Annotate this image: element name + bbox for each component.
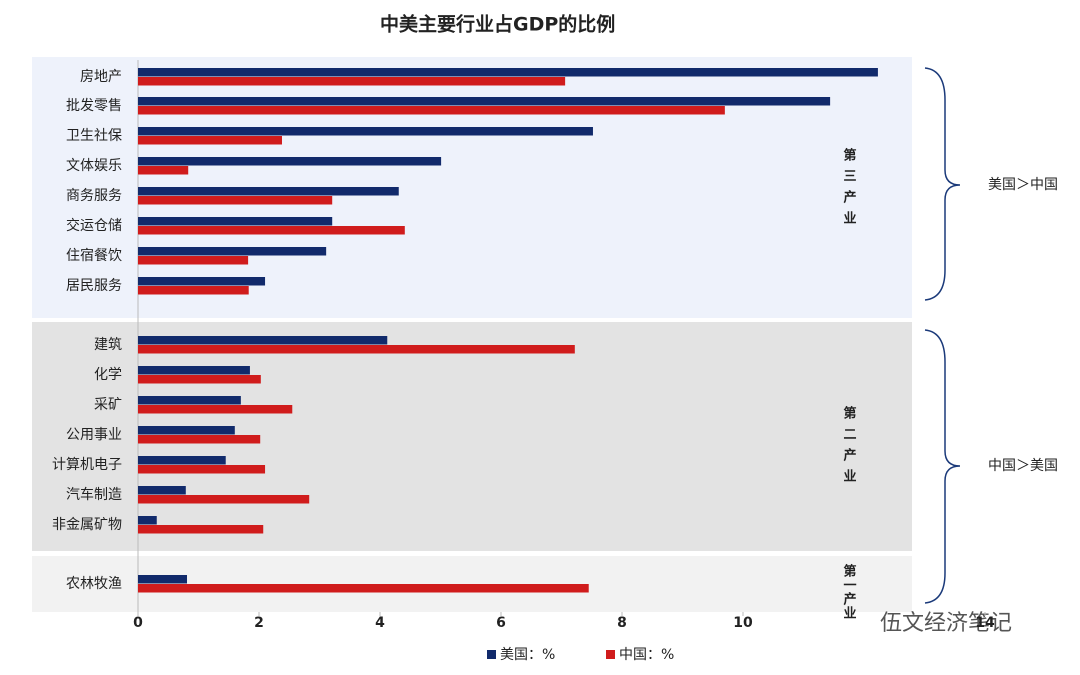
x-tick-label: 14 bbox=[975, 615, 995, 631]
section-label: 第一产业 bbox=[841, 563, 857, 620]
y-tick-label: 建筑 bbox=[94, 337, 122, 353]
x-tick-label: 10 bbox=[733, 615, 753, 631]
bar bbox=[138, 196, 333, 205]
brace bbox=[924, 329, 961, 604]
bar bbox=[138, 405, 293, 414]
bar bbox=[138, 136, 282, 145]
bar bbox=[138, 396, 241, 405]
bar bbox=[138, 495, 310, 504]
bar bbox=[138, 247, 327, 256]
bar bbox=[138, 68, 878, 77]
bar bbox=[138, 157, 442, 166]
legend-swatch bbox=[606, 650, 615, 659]
bracket-label: 中国＞美国 bbox=[988, 458, 1058, 474]
legend-label: 中国：% bbox=[619, 647, 674, 663]
bar bbox=[138, 375, 261, 384]
y-tick-label: 批发零售 bbox=[66, 98, 122, 114]
y-tick-label: 卫生社保 bbox=[66, 128, 122, 144]
bar bbox=[138, 516, 157, 525]
y-tick-label: 非金属矿物 bbox=[52, 517, 122, 533]
watermark: 伍文经济笔记 bbox=[880, 611, 1012, 636]
bar bbox=[138, 465, 266, 474]
y-tick-label: 计算机电子 bbox=[52, 457, 122, 473]
y-tick-label: 房地产 bbox=[80, 69, 122, 85]
legend-swatch bbox=[487, 650, 496, 659]
x-tick-label: 0 bbox=[133, 615, 143, 631]
bracket-label: 美国＞中国 bbox=[988, 177, 1058, 193]
bar bbox=[138, 286, 249, 295]
bar bbox=[138, 187, 399, 196]
bar bbox=[138, 366, 250, 375]
y-tick-label: 农林牧渔 bbox=[66, 576, 122, 592]
section-label: 第二产业 bbox=[841, 405, 857, 490]
bar bbox=[138, 575, 188, 584]
brace bbox=[924, 67, 961, 301]
bar bbox=[138, 277, 266, 286]
bar bbox=[138, 97, 831, 106]
legend-label: 美国：% bbox=[500, 647, 555, 663]
x-tick-label: 6 bbox=[496, 615, 506, 631]
chart-title: 中美主要行业占GDP的比例 bbox=[380, 13, 615, 36]
section-label: 第三产业 bbox=[841, 147, 857, 232]
bar bbox=[138, 256, 249, 265]
y-tick-label: 住宿餐饮 bbox=[66, 247, 122, 264]
bar bbox=[138, 486, 186, 495]
y-tick-label: 文体娱乐 bbox=[66, 158, 122, 174]
x-tick-label: 4 bbox=[375, 615, 385, 631]
y-tick-label: 采矿 bbox=[94, 397, 122, 413]
bar bbox=[138, 584, 589, 593]
bar bbox=[138, 456, 226, 465]
x-tick-label: 2 bbox=[254, 615, 264, 631]
bar bbox=[138, 166, 189, 175]
bar bbox=[138, 77, 566, 86]
y-tick-label: 公用事业 bbox=[66, 427, 122, 443]
bar bbox=[138, 426, 235, 435]
bar bbox=[138, 336, 388, 345]
y-tick-label: 商务服务 bbox=[66, 188, 122, 204]
bar bbox=[138, 525, 264, 534]
y-tick-label: 居民服务 bbox=[66, 278, 122, 294]
x-tick-label: 8 bbox=[617, 615, 627, 631]
y-tick-label: 交运仓储 bbox=[66, 217, 122, 234]
bar bbox=[138, 226, 405, 235]
y-tick-label: 汽车制造 bbox=[66, 486, 122, 503]
bar bbox=[138, 217, 333, 226]
bar bbox=[138, 345, 575, 354]
bar bbox=[138, 106, 725, 115]
bar bbox=[138, 435, 261, 444]
bar bbox=[138, 127, 593, 136]
y-tick-label: 化学 bbox=[94, 367, 122, 383]
